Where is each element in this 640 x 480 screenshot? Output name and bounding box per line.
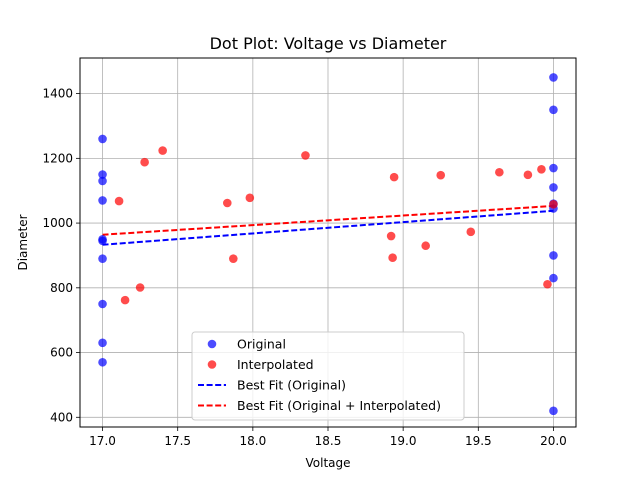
- original-point: [98, 196, 107, 205]
- original-point: [549, 73, 558, 82]
- interpolated-point: [537, 165, 546, 174]
- x-tick-label: 19.5: [465, 434, 492, 448]
- chart-title: Dot Plot: Voltage vs Diameter: [210, 34, 447, 53]
- y-tick-label: 600: [50, 346, 73, 360]
- x-tick-label: 19.0: [390, 434, 417, 448]
- interpolated-point: [135, 283, 145, 292]
- interpolated-point: [140, 157, 149, 167]
- x-tick-label: 20.0: [540, 434, 567, 448]
- original-point: [549, 105, 558, 115]
- interpolated-point: [389, 172, 399, 182]
- interpolated-point: [421, 241, 430, 251]
- interpolated-point: [245, 193, 255, 203]
- x-tick-label: 17.0: [89, 434, 116, 448]
- original-point: [549, 251, 558, 260]
- interpolated-point: [436, 170, 446, 180]
- best-fit-line-3: [102, 204, 554, 236]
- legend-label: Interpolated: [237, 357, 314, 372]
- interpolated-point: [114, 196, 124, 206]
- interpolated-point: [229, 254, 238, 263]
- legend-label: Best Fit (Original + Interpolated): [237, 398, 441, 413]
- ticks: 17.0 17.5 18.0 18.5 19.0 19.5 20.0 400 600 800 100…: [42, 87, 566, 448]
- series-layer: [98, 73, 558, 416]
- legend-marker: [207, 339, 217, 349]
- original-point: [98, 254, 107, 263]
- interpolated-point: [466, 227, 476, 237]
- original-point: [98, 299, 107, 309]
- y-tick-label: 1400: [42, 87, 73, 101]
- interpolated-point: [549, 200, 558, 209]
- y-axis-label: Diameter: [16, 214, 30, 270]
- original-point: [98, 176, 107, 186]
- y-tick-label: 1200: [42, 151, 73, 165]
- original-point: [98, 338, 107, 348]
- original-point: [549, 163, 558, 173]
- interpolated-point: [523, 170, 533, 180]
- interpolated-point: [388, 253, 397, 263]
- original-point: [549, 406, 558, 416]
- legend-label: Original: [237, 337, 286, 352]
- interpolated-point: [158, 146, 167, 155]
- x-tick-label: 18.0: [239, 434, 266, 448]
- y-tick-label: 800: [50, 281, 73, 295]
- original-point: [98, 170, 107, 179]
- best-fit-line-2: [102, 209, 554, 246]
- y-tick-label: 400: [50, 410, 73, 424]
- legend-box: [191, 331, 465, 421]
- original-point: [98, 357, 107, 367]
- interpolated-point: [222, 198, 232, 208]
- y-tick-label: 1000: [42, 216, 73, 230]
- legend: Original Interpolated Best Fit (Original) B…: [191, 331, 465, 421]
- original-point: [98, 236, 107, 246]
- legend-marker: [207, 360, 217, 369]
- x-tick-label: 17.5: [164, 434, 191, 448]
- legend-label: Best Fit (Original): [237, 378, 346, 393]
- original-point: [549, 273, 558, 283]
- interpolated-point: [120, 295, 130, 305]
- interpolated-point: [495, 167, 504, 177]
- x-tick-label: 18.5: [315, 434, 342, 448]
- interpolated-point: [386, 231, 396, 241]
- interpolated-point: [301, 151, 310, 160]
- interpolated-point: [543, 279, 552, 289]
- original-point: [98, 134, 107, 144]
- original-point: [549, 183, 558, 192]
- x-axis-label: Voltage: [305, 456, 350, 470]
